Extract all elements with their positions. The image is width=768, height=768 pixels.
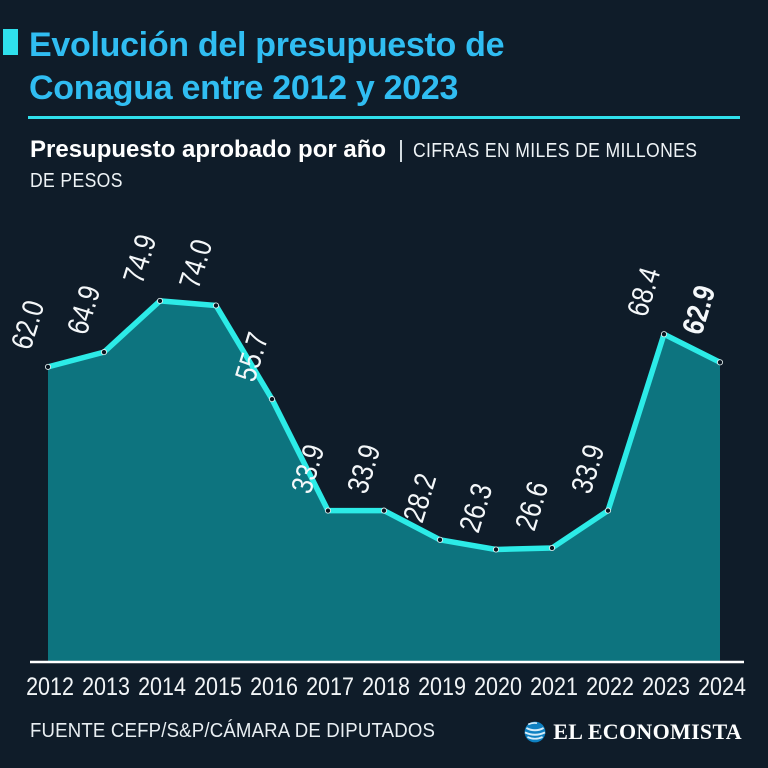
data-point-dot <box>492 546 500 553</box>
x-tick-label: 2024 <box>698 673 746 701</box>
title-divider <box>28 116 740 119</box>
page-title-line1: Evolución del presupuesto de <box>29 26 505 64</box>
subtitle-separator: | <box>398 136 405 162</box>
x-tick-label: 2016 <box>250 673 298 701</box>
accent-square-icon <box>3 29 18 55</box>
data-point-dot <box>268 396 276 403</box>
subtitle-series-name: Presupuesto aprobado por año <box>30 136 387 163</box>
x-tick-label: 2021 <box>530 673 578 701</box>
brand-logo: EL ECONOMISTA <box>524 719 742 745</box>
x-tick-label: 2023 <box>642 673 690 701</box>
x-tick-label: 2017 <box>306 673 354 701</box>
x-tick-label: 2019 <box>418 673 466 701</box>
data-point-dot <box>436 536 444 543</box>
x-tick-label: 2020 <box>474 673 522 701</box>
data-point-dot <box>44 363 52 370</box>
chart-subtitle-line2: DE PESOS <box>30 170 750 193</box>
subtitle-units-note-line1: CIFRAS EN MILES DE MILLONES <box>413 140 698 162</box>
data-point-dot <box>212 302 220 309</box>
data-point-dot <box>548 544 556 552</box>
x-tick-label: 2012 <box>26 673 74 701</box>
chart-subtitle: Presupuesto aprobado por año | CIFRAS EN M… <box>30 136 750 193</box>
x-tick-label: 2018 <box>362 673 410 701</box>
x-tick-label: 2015 <box>194 673 242 701</box>
x-tick-label: 2022 <box>586 673 634 701</box>
data-point-dot <box>100 349 108 356</box>
data-point-dot <box>716 359 724 366</box>
data-point-dot <box>380 507 388 514</box>
page-title-line2: Conagua entre 2012 y 2023 <box>29 69 459 107</box>
x-tick-label: 2013 <box>82 673 130 701</box>
source-note: FUENTE CEFP/S&P/CÁMARA DE DIPUTADOS <box>30 720 436 742</box>
data-point-dot <box>660 331 668 338</box>
x-tick-label: 2014 <box>138 673 186 701</box>
page-title: Evolución del presupuesto de Conagua ent… <box>29 24 505 110</box>
brand-name: EL ECONOMISTA <box>553 719 742 744</box>
subtitle-units-note-line2: DE PESOS <box>30 170 123 192</box>
el-economista-globe-icon <box>524 721 546 743</box>
chart-subtitle-line1: Presupuesto aprobado por año | CIFRAS EN M… <box>30 136 750 164</box>
area-fill <box>48 300 720 662</box>
data-point-dot <box>156 297 164 304</box>
data-point-dot <box>324 507 332 514</box>
data-point-dot <box>604 507 612 514</box>
